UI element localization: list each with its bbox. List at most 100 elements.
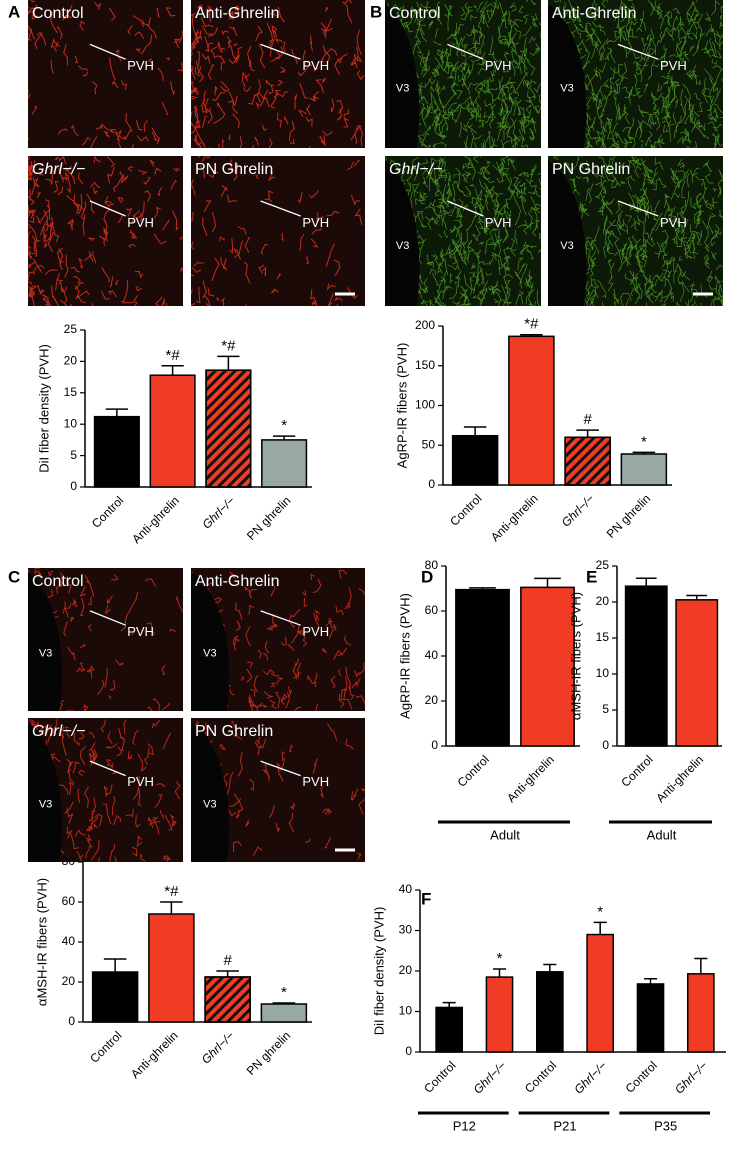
pvh-pointer bbox=[447, 200, 484, 217]
error-bar bbox=[217, 355, 240, 371]
ventricle bbox=[28, 721, 63, 862]
y-tick-label: 10 bbox=[596, 666, 610, 680]
bar bbox=[675, 599, 719, 747]
pvh-pointer bbox=[617, 200, 659, 217]
pvh-label: PVH bbox=[302, 58, 329, 73]
ventricle bbox=[385, 4, 420, 148]
x-tick-label: Ghrl−/− bbox=[571, 1058, 609, 1096]
error-bar bbox=[694, 957, 708, 974]
significance: # bbox=[583, 411, 592, 428]
error-bar bbox=[635, 577, 657, 587]
pvh-label: PVH bbox=[127, 58, 154, 73]
pvh-pointer bbox=[89, 610, 126, 626]
y-tick-label: 10 bbox=[64, 416, 78, 430]
micrograph-bg bbox=[28, 0, 183, 148]
x-tick-label: Anti-ghrelin bbox=[128, 1028, 181, 1081]
significance: *# bbox=[221, 337, 236, 354]
error-bar bbox=[543, 963, 557, 972]
bar bbox=[261, 439, 308, 488]
y-axis-label: AgRP-IR fibers (PVH) bbox=[397, 593, 412, 719]
pvh-pointer bbox=[260, 610, 301, 626]
x-tick-label: Anti-ghrelin bbox=[504, 752, 557, 805]
image-label: Ghrl−/− bbox=[32, 161, 85, 178]
significance: * bbox=[281, 984, 287, 1001]
micrograph: Control PVH V3 bbox=[385, 0, 541, 148]
group-label: P21 bbox=[553, 1118, 576, 1133]
bar bbox=[93, 415, 140, 488]
y-tick-label: 40 bbox=[62, 934, 76, 948]
error-bar bbox=[463, 426, 487, 436]
bar bbox=[435, 1006, 464, 1053]
bar bbox=[451, 434, 499, 486]
y-tick-label: 40 bbox=[399, 882, 413, 896]
y-tick-label: 0 bbox=[428, 477, 435, 491]
pvh-label: PVH bbox=[127, 215, 154, 230]
panel-letter: D bbox=[421, 567, 433, 586]
image-label: Anti-Ghrelin bbox=[195, 573, 279, 590]
y-tick-label: 25 bbox=[64, 322, 78, 336]
pvh-label: PVH bbox=[660, 215, 687, 230]
panel-letter: C bbox=[8, 567, 20, 586]
pvh-pointer bbox=[447, 43, 484, 60]
y-tick-label: 20 bbox=[62, 974, 76, 988]
bar bbox=[535, 971, 564, 1053]
ventricle bbox=[28, 571, 63, 711]
bar bbox=[149, 374, 196, 488]
error-bar bbox=[161, 365, 184, 376]
y-axis-label: AgRP-IR fibers (PVH) bbox=[394, 343, 409, 469]
micrograph: PN Ghrelin PVH V3 bbox=[191, 718, 365, 862]
error-bar bbox=[534, 577, 561, 588]
x-tick-label: Ghrl−/− bbox=[199, 1028, 237, 1066]
x-tick-label: Ghrl−/− bbox=[471, 1058, 509, 1096]
v3-label: V3 bbox=[560, 240, 573, 252]
image-label: PN Ghrelin bbox=[552, 161, 630, 178]
significance: *# bbox=[166, 347, 181, 364]
image-label: Ghrl−/− bbox=[32, 723, 85, 740]
micrograph: Ghrl−/− PVH bbox=[28, 156, 183, 306]
y-tick-label: 80 bbox=[62, 854, 76, 868]
pvh-label: PVH bbox=[485, 215, 512, 230]
x-tick-label: PN ghrelin bbox=[244, 1028, 294, 1078]
y-tick-label: 5 bbox=[602, 702, 609, 716]
bar bbox=[586, 933, 615, 1053]
y-tick-label: 20 bbox=[399, 963, 413, 977]
group-label: Adult bbox=[647, 827, 677, 842]
y-tick-label: 20 bbox=[596, 594, 610, 608]
ventricle bbox=[385, 160, 420, 306]
panel-letter: B bbox=[370, 2, 382, 21]
image-label: Anti-Ghrelin bbox=[552, 5, 636, 22]
y-tick-label: 10 bbox=[399, 1004, 413, 1018]
micrograph-bg bbox=[191, 0, 365, 148]
x-tick-label: PN ghrelin bbox=[244, 493, 294, 543]
v3-label: V3 bbox=[396, 83, 409, 95]
micrograph-bg bbox=[191, 156, 365, 306]
error-bar bbox=[643, 977, 658, 984]
ventricle bbox=[191, 721, 230, 862]
pvh-label: PVH bbox=[127, 624, 154, 639]
y-tick-label: 25 bbox=[596, 558, 610, 572]
bar bbox=[636, 983, 665, 1053]
x-tick-label: Control bbox=[455, 752, 492, 789]
micrograph: Anti-Ghrelin PVH bbox=[191, 0, 365, 148]
y-tick-label: 20 bbox=[64, 354, 78, 368]
pvh-label: PVH bbox=[485, 58, 512, 73]
x-tick-label: Control bbox=[623, 1058, 660, 1095]
bar bbox=[620, 453, 668, 486]
group-label: Adult bbox=[490, 827, 520, 842]
x-tick-label: Ghrl−/− bbox=[672, 1058, 710, 1096]
error-bar bbox=[105, 408, 129, 417]
v3-label: V3 bbox=[560, 83, 573, 95]
micrograph: Control PVH bbox=[28, 0, 183, 148]
y-tick-label: 40 bbox=[425, 648, 439, 662]
error-bar bbox=[469, 587, 496, 590]
bar bbox=[148, 913, 195, 1023]
micrograph: PN Ghrelin PVH V3 bbox=[548, 156, 723, 306]
pvh-label: PVH bbox=[302, 624, 329, 639]
y-tick-label: 80 bbox=[425, 558, 439, 572]
bar bbox=[624, 585, 668, 747]
y-tick-label: 0 bbox=[431, 738, 438, 752]
pvh-label: PVH bbox=[302, 774, 329, 789]
bar-hatch bbox=[205, 369, 252, 488]
fibers bbox=[191, 0, 365, 148]
